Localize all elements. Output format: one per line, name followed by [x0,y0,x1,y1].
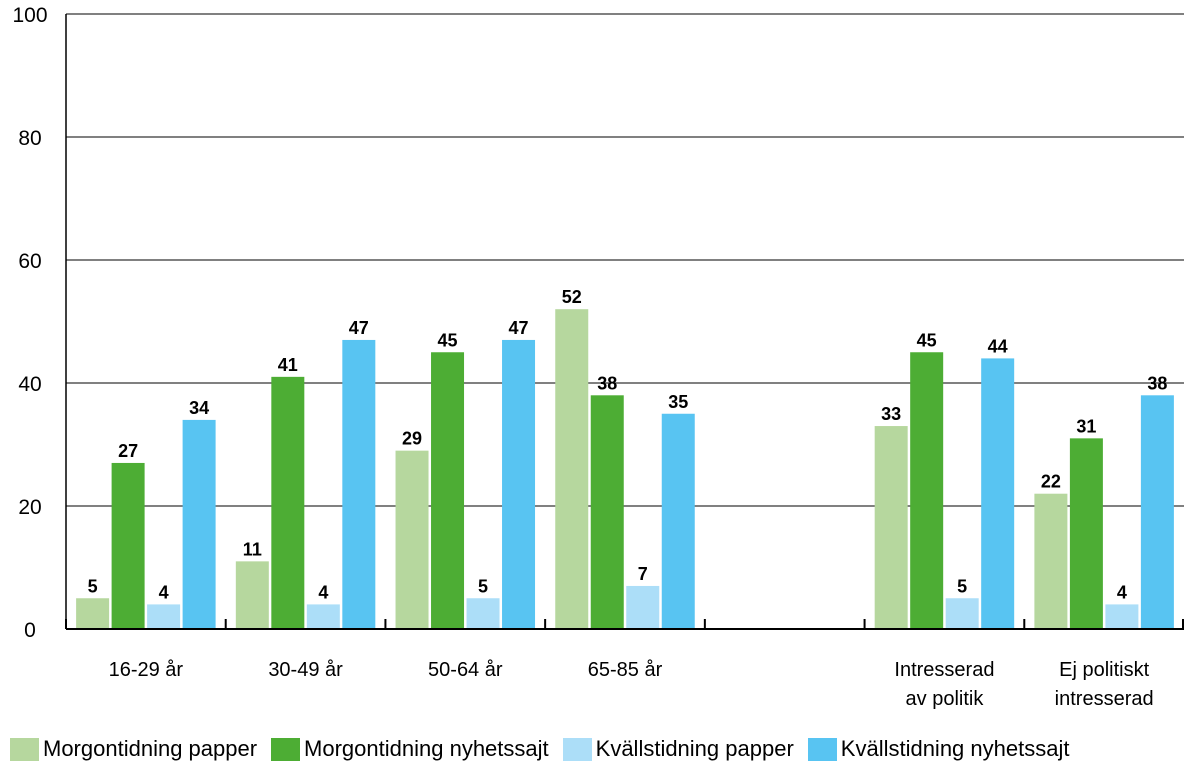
x-tick-label: 50-64 år [428,659,503,681]
bar-value-label: 7 [638,564,648,584]
legend-item-morgontidning-nyhetssajt: Morgontidning nyhetssajt [271,736,549,762]
bar [111,462,145,629]
x-tick-label: Intresserad [894,659,994,681]
bar-value-label: 31 [1076,416,1096,436]
bar-value-label: 29 [402,429,422,449]
bar [874,426,908,629]
bar-value-label: 5 [478,576,488,596]
legend-item-kvallstidning-nyhetssajt: Kvällstidning nyhetssajt [807,736,1070,762]
bar-value-label: 34 [189,398,209,418]
bar-value-label: 41 [278,355,298,375]
bar [910,352,944,629]
x-tick-label: 16-29 år [109,659,184,681]
bar-value-label: 45 [438,330,458,350]
bar [1069,438,1103,629]
bar-value-label: 22 [1041,472,1061,492]
x-tick-label: intresserad [1055,688,1154,710]
bar-value-label: 35 [668,392,688,412]
bar [981,358,1015,629]
legend-label: Morgontidning nyhetssajt [304,736,549,761]
bar-value-label: 5 [88,576,98,596]
bar-value-label: 27 [118,441,138,461]
y-tick-label: 40 [18,373,41,396]
bar [235,561,269,629]
legend-swatch [271,737,301,761]
bar-value-label: 52 [562,287,582,307]
bar [502,339,536,629]
bar [182,419,216,629]
bar-value-label: 5 [957,576,967,596]
bar-value-label: 45 [917,330,937,350]
bar [945,598,979,629]
y-tick-label: 100 [12,4,47,27]
y-tick-label: 60 [18,250,41,273]
bar-value-label: 44 [988,336,1008,356]
bar [466,598,500,629]
y-tick-label: 20 [18,496,41,519]
bar [147,604,181,629]
bar-value-label: 4 [159,582,169,602]
bar [431,352,465,629]
bar [590,395,624,629]
bar [626,585,660,629]
bar [342,339,376,629]
legend-label: Kvällstidning papper [595,736,794,761]
legend-label: Kvällstidning nyhetssajt [840,736,1070,761]
bar [1105,604,1139,629]
bar [306,604,340,629]
legend-item-morgontidning-papper: Morgontidning papper [10,736,257,762]
x-tick-label: 30-49 år [268,659,343,681]
bar [661,413,695,629]
y-tick-label: 80 [18,127,41,150]
x-tick-label: 65-85 år [588,659,663,681]
bar [395,450,429,629]
legend-swatch [562,737,592,761]
legend-item-kvallstidning-papper: Kvällstidning papper [562,736,794,762]
bar [76,598,110,629]
bar-value-label: 11 [243,539,262,559]
bar-value-label: 4 [318,582,328,602]
x-tick-label: Ej politiskt [1059,659,1149,681]
bar-value-label: 4 [1117,582,1127,602]
legend-swatch [807,737,837,761]
legend-label: Morgontidning papper [43,736,258,761]
bar-value-label: 47 [349,318,369,338]
bar-value-label: 47 [509,318,529,338]
legend-swatch [10,737,39,761]
bar-value-label: 38 [1147,373,1167,393]
bar [1140,395,1174,629]
bar [555,309,589,629]
bar-value-label: 38 [597,373,617,393]
legend: Morgontidning papper Morgontidning nyhet… [10,736,1083,762]
y-tick-label: 0 [24,619,36,642]
x-tick-label: av politik [906,688,985,710]
bar-value-label: 33 [881,404,901,424]
bar [271,376,305,629]
bar [1034,493,1068,629]
